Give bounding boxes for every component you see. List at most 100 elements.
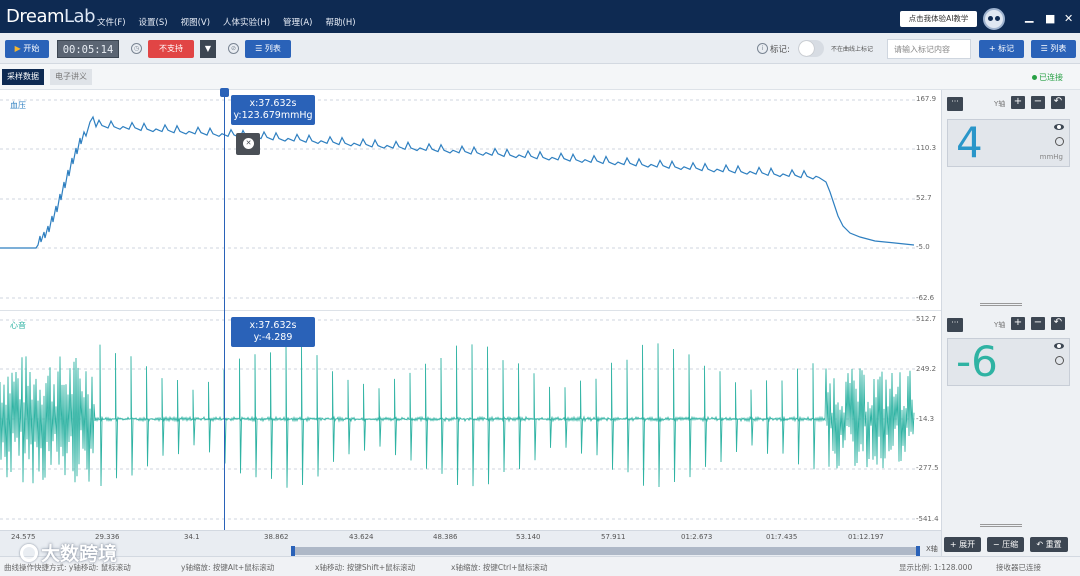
ecg-y-axis: 512.7 249.2 -14.3 -277.5 -541.4 (916, 311, 946, 530)
ecg-signal-line (0, 342, 915, 488)
tab-lecture-notes[interactable]: 电子讲义 (50, 69, 92, 85)
ecg-tooltip-y: y:-4.289 (253, 332, 293, 343)
watermark-ring-icon (20, 544, 38, 562)
close-icon[interactable]: ✕ (1064, 12, 1074, 25)
ecg-undo-icon[interactable]: ↶ (1051, 317, 1065, 330)
close-marker-icon[interactable] (236, 133, 260, 155)
bp-undo-icon[interactable]: ↶ (1051, 96, 1065, 109)
list-button[interactable]: ☰ 列表 (245, 40, 291, 58)
ecg-yaxis-label: Y轴 (994, 321, 1006, 329)
cursor-handle[interactable] (220, 88, 229, 97)
plus-icon: + (949, 540, 957, 549)
elapsed-timer: 00:05:14 (57, 40, 119, 58)
bp-cursor-tooltip: x:37.632s y:123.679mmHg (231, 95, 315, 125)
ai-tutorial-tip[interactable]: 点击我体验AI教学 (900, 11, 977, 27)
reset-button[interactable]: ↶ 重置 (1030, 537, 1068, 552)
connection-status: 已连接 (1032, 72, 1063, 83)
bp-channel-label: 血压 (10, 101, 26, 110)
clock-icon[interactable]: ◷ (131, 43, 142, 54)
mark-hint: 不在曲线上标记 (831, 46, 874, 53)
ecg-ytick: 512.7 (916, 315, 937, 323)
menu-settings[interactable]: 设置(S) (138, 18, 168, 28)
display-ratio: 显示比例: 1:128.000 (899, 563, 973, 572)
mark-content-input[interactable] (887, 39, 971, 59)
menu-file[interactable]: 文件(F) (97, 18, 126, 28)
bp-ytick: 110.3 (916, 144, 937, 152)
right-panel: ··· Y轴 + − ↶ 4 mmHg ··· Y轴 + − ↶ -6 (941, 90, 1080, 556)
bp-unit: mmHg (1039, 153, 1063, 161)
menu-manage[interactable]: 管理(A) (283, 18, 313, 28)
mark-info-icon: i (757, 43, 768, 54)
ecg-ytick: -14.3 (916, 415, 935, 423)
bp-ytick: -5.0 (916, 243, 930, 251)
bp-tooltip-y: y:123.679mmHg (233, 110, 313, 121)
ecg-settings-icon[interactable] (1055, 356, 1064, 365)
x-axis-bar: 24.575 29.336 34.1 38.862 43.624 48.386 … (0, 530, 941, 556)
minus-icon: − (992, 540, 1000, 549)
ecg-eye-icon[interactable] (1054, 343, 1064, 349)
ecg-chart-pane[interactable]: 心音 x:37.632s y:-4.289 (0, 311, 915, 530)
status-bar: 曲线操作快捷方式: y轴移动: 鼠标滚动 y轴缩放: 按键Alt+鼠标滚动 x轴… (0, 556, 1080, 576)
expand-button[interactable]: + 展开 (944, 537, 981, 552)
ecg-chart[interactable] (0, 311, 915, 530)
bp-zoom-in-icon[interactable]: + (1011, 96, 1025, 109)
sub-tabs: 采样数据 电子讲义 已连接 (0, 64, 1080, 90)
pane-divider (0, 310, 941, 311)
pane-resize-handle[interactable] (980, 303, 1022, 306)
ecg-ytick: -541.4 (916, 515, 939, 523)
hint-x-zoom: x轴缩放: 按键Ctrl+鼠标滚动 (451, 563, 548, 572)
bp-settings-icon[interactable] (1055, 137, 1064, 146)
x-scrollbar[interactable] (291, 546, 920, 556)
status-dot-icon (1032, 75, 1037, 80)
list-view-button[interactable]: ☰ 列表 (1031, 40, 1076, 58)
bp-current-value: 4 (956, 118, 983, 167)
hint-y-zoom: y轴缩放: 按键Alt+鼠标滚动 (181, 563, 275, 572)
xtick: 01:12.197 (848, 533, 884, 541)
play-icon: ▶ (14, 44, 21, 53)
bp-ytick: 167.9 (916, 95, 937, 103)
bp-eye-icon[interactable] (1054, 124, 1064, 130)
ecg-ytick: -277.5 (916, 464, 939, 472)
ai-robot-icon[interactable] (983, 8, 1005, 30)
bp-chart-pane[interactable]: 血压 x:37.632s y:123.679mmHg (0, 90, 915, 310)
compress-button[interactable]: − 压缩 (987, 537, 1024, 552)
ecg-zoom-out-icon[interactable]: − (1031, 317, 1045, 330)
xtick: 57.911 (601, 533, 626, 541)
menu-help[interactable]: 帮助(H) (325, 18, 356, 28)
pane-resize-handle[interactable] (980, 524, 1022, 527)
ecg-cursor-tooltip: x:37.632s y:-4.289 (231, 317, 315, 347)
unsupported-button[interactable]: 不支持 (148, 40, 194, 58)
ecg-more-options-icon[interactable]: ··· (947, 318, 963, 332)
xtick: 53.140 (516, 533, 541, 541)
xtick: 38.862 (264, 533, 289, 541)
add-mark-button[interactable]: + 标记 (979, 40, 1024, 58)
maximize-icon[interactable]: ■ (1045, 12, 1056, 25)
undo-icon: ↶ (1036, 540, 1044, 549)
menu-human-experiment[interactable]: 人体实验(H) (223, 18, 271, 28)
hint-y-move: 曲线操作快捷方式: y轴移动: 鼠标滚动 (4, 563, 131, 572)
bp-y-axis: 167.9 110.3 52.7 -5.0 -62.6 (916, 90, 946, 310)
mark-toggle[interactable] (798, 40, 824, 57)
list-icon: ☰ (255, 44, 263, 53)
bp-value-display: 4 mmHg (947, 118, 1070, 167)
menu-view[interactable]: 视图(V) (180, 18, 211, 28)
watermark-logo: 大数跨境 (20, 539, 117, 566)
timer-icon[interactable]: ⊘ (228, 43, 239, 54)
tab-sampling-data[interactable]: 采样数据 (2, 69, 44, 85)
bp-ytick: 52.7 (916, 194, 932, 202)
bp-more-options-icon[interactable]: ··· (947, 97, 963, 111)
x-axis-label: X轴 (926, 545, 938, 553)
receiver-status: 接收器已连接 (996, 563, 1041, 572)
ecg-value-display: -6 (947, 337, 1070, 386)
title-bar: DreamLab 文件(F) 设置(S) 视图(V) 人体实验(H) 管理(A)… (0, 0, 1080, 33)
menu-bar: 文件(F) 设置(S) 视图(V) 人体实验(H) 管理(A) 帮助(H) (97, 16, 356, 28)
bp-yaxis-label: Y轴 (994, 100, 1006, 108)
bp-zoom-out-icon[interactable]: − (1031, 96, 1045, 109)
ecg-channel-label: 心音 (10, 321, 26, 330)
minimize-icon[interactable]: ▁ (1025, 10, 1034, 23)
bp-chart[interactable] (0, 90, 915, 310)
chevron-down-icon[interactable]: ▼ (200, 40, 216, 58)
start-button[interactable]: ▶ 开始 (5, 40, 49, 58)
cursor-line[interactable] (224, 90, 225, 530)
ecg-zoom-in-icon[interactable]: + (1011, 317, 1025, 330)
